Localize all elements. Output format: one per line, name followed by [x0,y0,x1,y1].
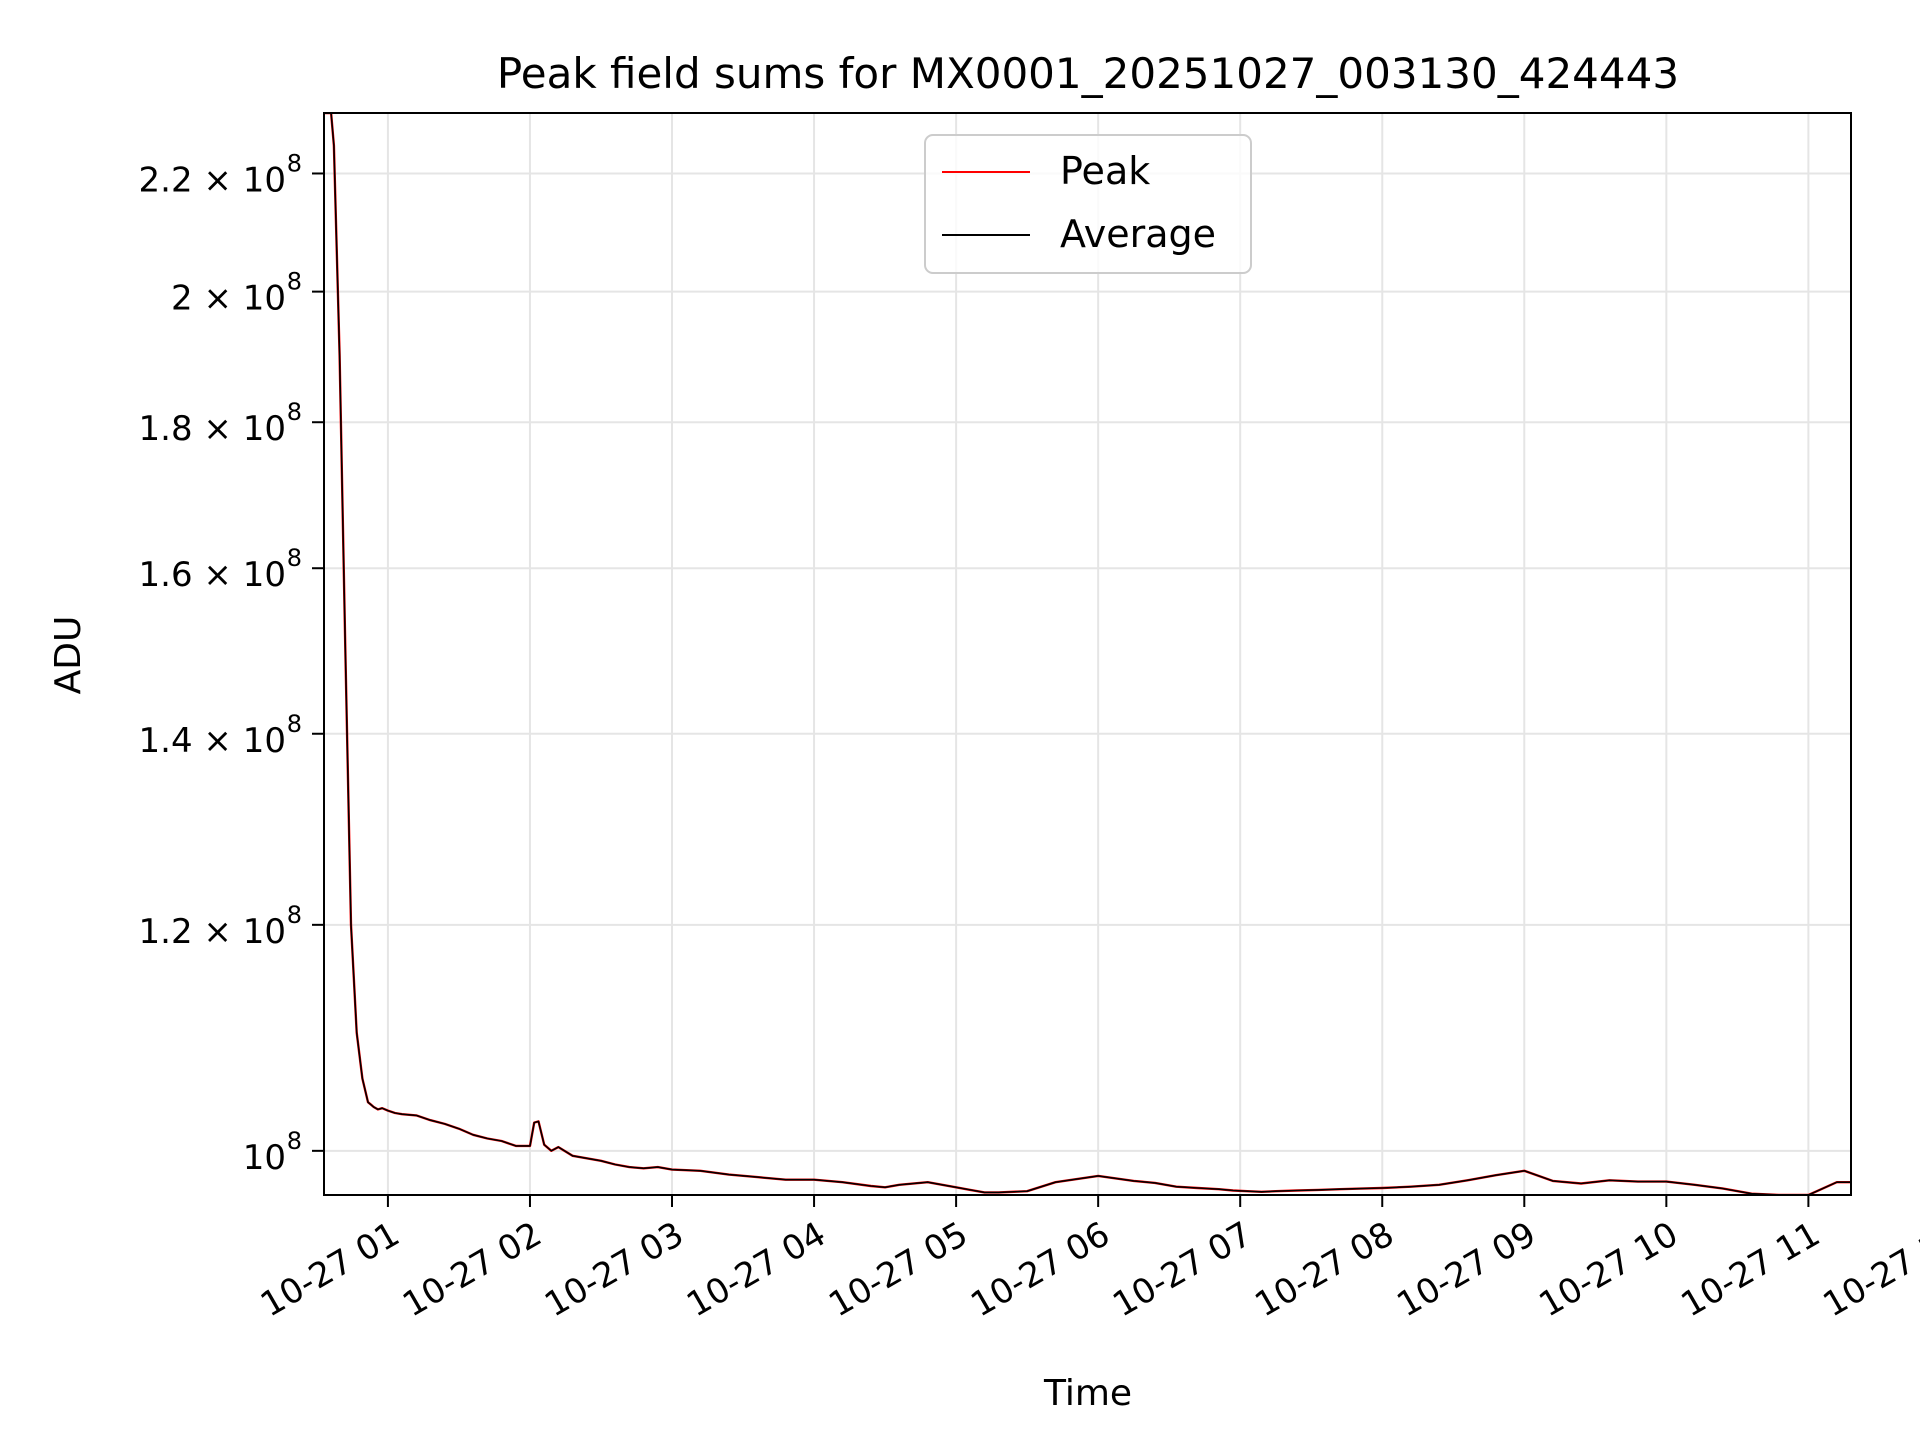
legend-peak-label: Peak [1060,149,1150,193]
x-axis-label: Time [1043,1373,1132,1414]
series-layer [324,113,1851,1195]
y-tick-label: 81.4 × 10 [139,710,302,761]
y-axis-label: ADU [48,616,89,695]
y-tick-label: 81.6 × 10 [139,544,302,595]
y-tick-label: 82 × 10 [171,268,302,319]
y-tick-label: 810 [243,1127,302,1178]
y-tick-label: 81.8 × 10 [139,398,302,449]
y-tick-base: 1.2 × 10 [139,912,286,952]
legend: Peak Average [924,134,1252,274]
grid [324,113,1851,1195]
y-tick-base: 10 [243,1138,286,1178]
plot-frame [323,112,1852,1196]
y-tick-exponent: 8 [287,268,302,296]
y-tick-base: 2.2 × 10 [139,160,286,200]
series-line-average [324,113,1851,1195]
y-tick-base: 1.8 × 10 [139,409,286,449]
y-tick-exponent: 8 [287,710,302,738]
y-tick-exponent: 8 [287,901,302,929]
legend-average-label: Average [1060,212,1216,256]
chart-title: Peak field sums for MX0001_20251027_0031… [497,49,1679,98]
y-tick-exponent: 8 [287,544,302,572]
y-tick-base: 2 × 10 [171,279,286,319]
y-tick-base: 1.4 × 10 [139,721,286,761]
y-tick-exponent: 8 [287,149,302,177]
y-tick-label: 82.2 × 10 [139,149,302,200]
y-tick-label: 81.2 × 10 [139,901,302,952]
y-tick-exponent: 8 [287,1127,302,1155]
legend-box [924,134,1252,274]
y-tick-base: 1.6 × 10 [139,555,286,595]
y-tick-exponent: 8 [287,398,302,426]
